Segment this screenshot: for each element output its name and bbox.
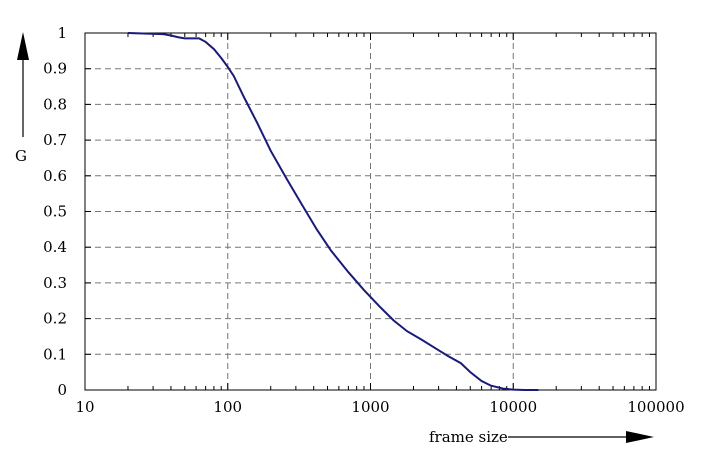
x-axis-label: frame size	[429, 428, 508, 446]
y-tick-label: 0.5	[43, 203, 67, 221]
y-axis-label: G	[15, 147, 27, 165]
x-tick-label: 10000	[489, 398, 537, 416]
grid-lines	[85, 33, 656, 390]
y-tick-label: 0.2	[43, 310, 67, 328]
y-tick-label: 1	[57, 24, 67, 42]
y-tick-label: 0.6	[43, 167, 67, 185]
y-tick-label: 0.3	[43, 274, 67, 292]
tick-marks	[84, 32, 657, 391]
y-tick-label: 0.9	[43, 60, 67, 78]
y-tick-labels: 0 0.1 0.2 0.3 0.4 0.5 0.6 0.7 0.8 0.9 1	[43, 24, 67, 399]
y-tick-label: 0.7	[43, 131, 67, 149]
y-tick-label: 0.4	[43, 238, 67, 256]
series-line	[127, 32, 539, 391]
y-tick-label: 0.8	[43, 95, 67, 113]
x-tick-labels: 10 100 1000 10000 100000	[75, 398, 684, 416]
y-tick-label: 0.1	[43, 345, 67, 363]
x-axis-arrow-icon	[626, 431, 654, 443]
x-tick-label: 100000	[627, 398, 684, 416]
x-tick-label: 100	[213, 398, 242, 416]
x-tick-label: 1000	[351, 398, 389, 416]
x-tick-label: 10	[75, 398, 94, 416]
y-tick-label: 0	[57, 381, 67, 399]
y-axis-arrow-icon	[17, 32, 29, 60]
